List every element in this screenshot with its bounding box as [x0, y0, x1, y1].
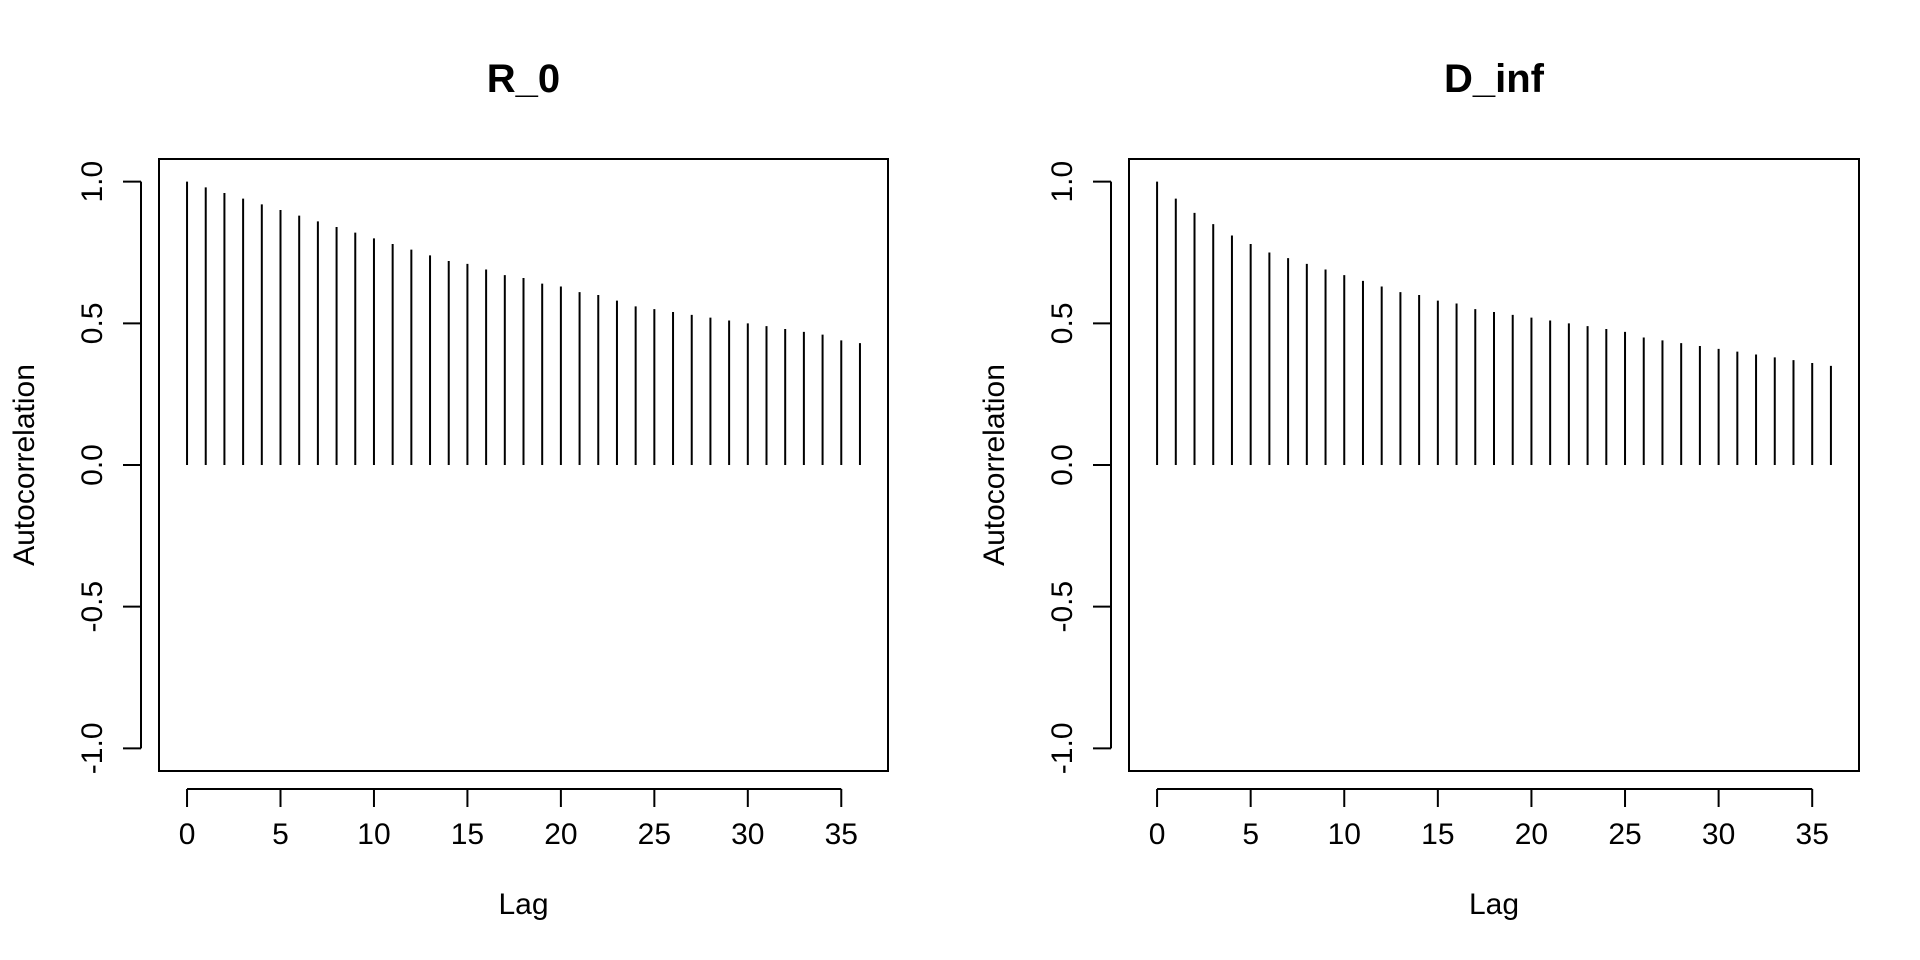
x-tick-label: 15: [1421, 818, 1454, 851]
x-axis-label: Lag: [1469, 888, 1519, 921]
x-tick-label: 25: [1608, 818, 1641, 851]
x-tick-label: 15: [451, 818, 484, 851]
x-tick-label: 30: [1702, 818, 1735, 851]
x-axis-label: Lag: [498, 888, 548, 921]
chart-title: R_0: [487, 57, 560, 101]
y-tick-label: 0.0: [1046, 444, 1079, 486]
y-axis-label: Autocorrelation: [978, 364, 1011, 566]
x-tick-label: 30: [731, 818, 764, 851]
x-tick-label: 0: [1149, 818, 1166, 851]
y-tick-label: 0.5: [1046, 302, 1079, 344]
acf-panel-2: D_inf 0 5 10 15 20 25 30 35 -1.0 -0.5 0.0 0.5 1.0 Lag A…: [978, 57, 1860, 921]
y-tick-label: 0.5: [76, 302, 109, 344]
x-tick-label: 10: [1328, 818, 1361, 851]
y-tick-label: -0.5: [76, 581, 109, 633]
x-tick-label: 20: [1515, 818, 1548, 851]
y-axis-label: Autocorrelation: [8, 364, 41, 566]
x-tick-label: 10: [357, 818, 390, 851]
x-tick-label: 35: [1796, 818, 1829, 851]
x-tick-label: 35: [825, 818, 858, 851]
x-tick-label: 20: [544, 818, 577, 851]
y-tick-label: 0.0: [76, 444, 109, 486]
y-tick-label: 1.0: [76, 161, 109, 203]
plot-frame: [1128, 158, 1860, 772]
x-tick-label: 0: [179, 818, 196, 851]
x-tick-label: 25: [638, 818, 671, 851]
y-tick-label: -1.0: [1046, 722, 1079, 774]
y-tick-label: -1.0: [76, 722, 109, 774]
x-tick-label: 5: [1242, 818, 1259, 851]
chart-title: D_inf: [1444, 57, 1545, 101]
plot-frame: [158, 158, 889, 772]
acf-panel-1: R_0 0 5 10 15 20 25 30 35 -1.0 -0.5 0.0 0.5 1.0 Lag Aut…: [8, 57, 889, 921]
y-tick-label: -0.5: [1046, 581, 1079, 633]
y-tick-label: 1.0: [1046, 161, 1079, 203]
x-tick-label: 5: [272, 818, 289, 851]
